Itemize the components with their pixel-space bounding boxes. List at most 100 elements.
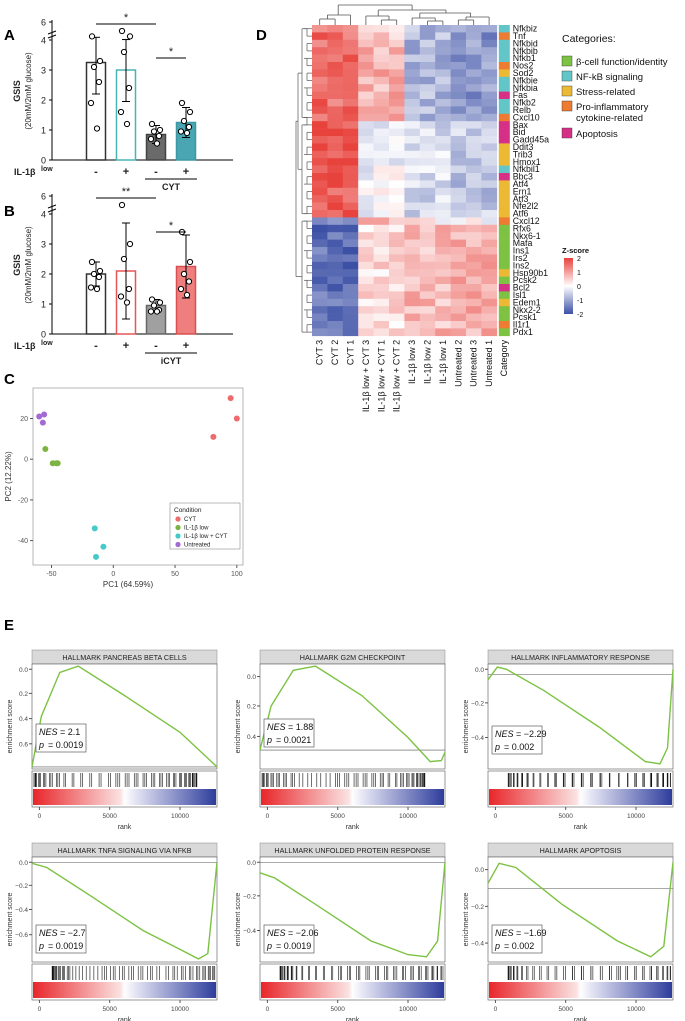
- colorbar-tick-label: 1: [577, 270, 581, 277]
- heatmap-cell: [358, 106, 374, 115]
- x-category-label: +: [183, 166, 189, 178]
- heatmap-cell: [450, 187, 467, 196]
- x-axis-label: rank: [118, 1017, 132, 1021]
- heatmap-cell: [466, 210, 482, 218]
- heatmap-cell: [481, 313, 498, 322]
- heatmap-cell: [342, 91, 359, 100]
- significance-label: *: [169, 220, 174, 232]
- heatmap-cell: [419, 32, 436, 41]
- p-label: p: [266, 941, 272, 951]
- heatmap-cell: [327, 284, 344, 292]
- heatmap-cell: [481, 247, 498, 255]
- heatmap-cell: [373, 247, 390, 255]
- category-legend-swatch: [561, 85, 573, 97]
- nes-box: [263, 718, 315, 748]
- heatmap-cell: [404, 224, 421, 233]
- y-axis-label-2: (20mM/2mM glucose): [24, 52, 33, 130]
- x-tick-label: 10000: [171, 813, 189, 820]
- category-cell: [498, 261, 510, 270]
- heatmap-cell: [435, 150, 451, 159]
- heatmap-cell: [312, 113, 328, 122]
- heatmap-cell: [312, 99, 328, 107]
- heatmap-cell: [389, 150, 405, 159]
- colorbar-tick-label: 2: [577, 256, 581, 263]
- gene-label: Pdx1: [513, 327, 533, 337]
- data-point: [93, 125, 101, 132]
- heatmap-cell: [404, 276, 421, 285]
- x-category-label: -: [94, 340, 98, 352]
- heatmap-cell: [435, 173, 451, 181]
- heatmap-cell: [481, 284, 498, 292]
- y-tick-label: 0.0: [475, 867, 484, 874]
- heatmap-cell: [419, 261, 436, 270]
- heatmap-cell: [312, 328, 328, 337]
- heatmap-cell: [481, 69, 498, 78]
- heatmap-cell: [389, 284, 405, 292]
- category-cell: [498, 328, 510, 337]
- heatmap-cell: [419, 143, 436, 152]
- category-cell: [498, 284, 510, 292]
- heatmap-cell: [358, 99, 374, 107]
- plot-title: HALLMARK PANCREAS BETA CELLS: [62, 653, 187, 662]
- category-legend-entry: Pro-inflammatory: [576, 102, 649, 113]
- group-label: CYT: [162, 182, 181, 192]
- nes-box: [35, 723, 87, 753]
- heatmap-cell: [312, 128, 328, 137]
- heatmap-cell: [481, 321, 498, 329]
- heatmap-cell: [342, 128, 359, 137]
- heatmap-cell: [342, 76, 359, 85]
- gene-label: Nfkbia: [513, 83, 538, 93]
- heatmap-cell: [466, 47, 482, 55]
- heatmap-cell: [481, 291, 498, 300]
- heatmap-cell: [404, 54, 421, 63]
- gene-label: Bcl2: [513, 283, 530, 293]
- enrichment-curve: [487, 666, 674, 765]
- heatmap-cell: [466, 217, 482, 226]
- heatmap-cell: [373, 39, 390, 48]
- heatmap-cell: [389, 247, 405, 255]
- y-tick-label: 0.0: [19, 667, 28, 674]
- heatmap-cell: [450, 113, 467, 122]
- category-cell: [498, 39, 510, 48]
- x-category-label: -: [154, 166, 158, 178]
- heatmap-cell: [450, 99, 467, 107]
- nes-label: NES: [495, 928, 514, 938]
- heatmap-cell: [404, 195, 421, 203]
- gene-label: Ins1: [513, 246, 530, 256]
- heatmap-cell: [450, 284, 467, 292]
- category-cell: [498, 210, 510, 218]
- data-point: [117, 293, 125, 300]
- y-tick-label: 6: [41, 18, 46, 28]
- heatmap-cell: [419, 195, 436, 203]
- heatmap-cell: [481, 32, 498, 41]
- legend-entry: Untreated: [184, 543, 210, 549]
- heatmap-cell: [389, 76, 405, 85]
- heatmap-cell: [342, 239, 359, 248]
- heatmap-cell: [389, 298, 405, 307]
- heatmap-cell: [373, 284, 390, 292]
- heatmap-cell: [342, 291, 359, 300]
- category-cell: [498, 99, 510, 107]
- heatmap-cell: [342, 25, 359, 33]
- heatmap-cell: [466, 224, 482, 233]
- heatmap-cell: [466, 195, 482, 203]
- data-point: [155, 132, 163, 140]
- data-point: [125, 84, 133, 92]
- heatmap-cell: [481, 173, 498, 181]
- gene-label: Ins2: [513, 260, 530, 270]
- data-point: [150, 302, 158, 309]
- gene-label: Nfkbiz: [513, 24, 537, 34]
- heatmap-cell: [435, 54, 451, 63]
- heatmap-cell: [435, 76, 451, 85]
- heatmap-cell: [435, 239, 451, 248]
- heatmap-cell: [358, 25, 374, 33]
- x-axis-label: rank: [574, 1017, 588, 1021]
- x-tick-label: 100: [231, 571, 243, 578]
- heatmap-cell: [358, 217, 374, 226]
- heatmap-cell: [404, 202, 421, 211]
- heatmap-cell: [342, 276, 359, 285]
- y-tick-label: 0.4: [19, 716, 28, 723]
- data-point: [87, 284, 95, 291]
- category-cell: [498, 269, 510, 277]
- data-point: [120, 255, 128, 263]
